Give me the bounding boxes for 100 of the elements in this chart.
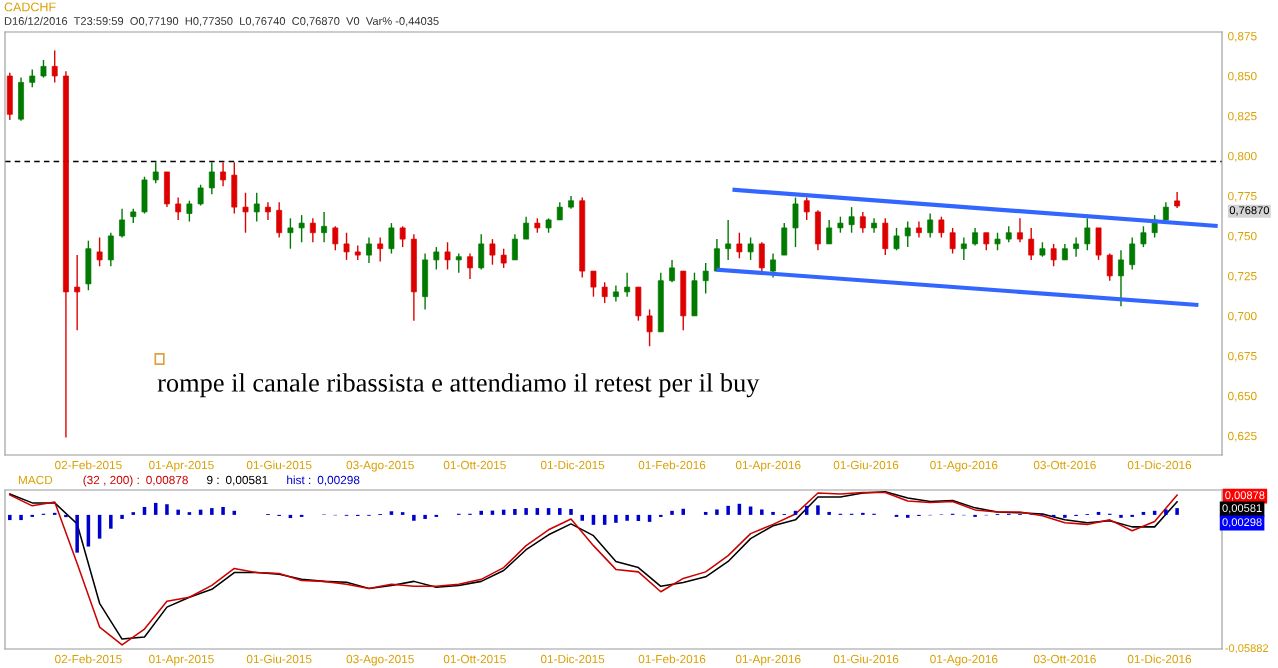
y-tick-label: -0,05882 <box>1225 644 1269 654</box>
candlestick <box>669 259 675 283</box>
candlestick <box>489 238 496 266</box>
candlestick <box>242 192 249 234</box>
text: 9 : <box>207 475 219 485</box>
text: hist : <box>287 475 311 485</box>
x-tick-label: 03-Ago-2015 <box>346 654 414 666</box>
candlestick <box>74 254 81 331</box>
candlestick <box>309 217 316 243</box>
candlestick <box>388 222 395 255</box>
text: 0,00581 <box>225 475 268 486</box>
x-tick-label: 01-Giu-2015 <box>246 460 312 470</box>
candlestick <box>220 161 226 188</box>
x-tick-label: 01-Ago-2016 <box>930 654 998 666</box>
candlestick <box>1140 225 1147 248</box>
candlestick <box>265 201 271 221</box>
candlestick <box>366 236 372 264</box>
candlestick <box>859 211 866 234</box>
candlestick <box>523 216 530 240</box>
candlestick <box>938 216 945 239</box>
y-tick-label: 0,825 <box>1228 111 1257 122</box>
x-tick-label: 02-Feb-2015 <box>55 654 122 664</box>
candlestick <box>624 271 631 298</box>
candlestick <box>770 252 776 279</box>
candlestick <box>186 200 193 223</box>
candlestick <box>1118 249 1124 307</box>
candlestick <box>298 214 305 243</box>
candlestick <box>433 246 440 271</box>
candlestick <box>107 232 114 267</box>
candlestick <box>714 238 720 272</box>
candlestick <box>893 227 900 251</box>
x-tick-label: 01-Feb-2016 <box>638 654 706 664</box>
x-tick-label: 02-Feb-2015 <box>55 460 122 470</box>
y-tick-label: 0,700 <box>1228 311 1257 322</box>
candlestick <box>646 308 653 347</box>
y-tick-label: 0,00878 <box>1225 491 1265 501</box>
text: 0,00298 <box>1222 518 1262 528</box>
y-tick-label: 0,775 <box>1228 191 1257 202</box>
candlestick <box>152 161 159 184</box>
x-tick-label: 01-Dic-2015 <box>540 654 605 664</box>
candlestick <box>826 219 833 245</box>
candlestick <box>792 196 799 248</box>
candlestick <box>1017 217 1023 243</box>
x-tick-label: 01-Giu-2015 <box>246 654 312 664</box>
chart-title: MACD <box>18 475 53 485</box>
text: 0,00298 <box>317 475 360 486</box>
candlestick <box>197 184 204 207</box>
candlestick <box>467 252 473 280</box>
candlestick <box>455 252 462 274</box>
candlestick <box>175 196 182 221</box>
x-tick-label: 01-Apr-2016 <box>735 460 801 472</box>
candlestick <box>208 161 215 196</box>
candlestick <box>399 225 406 248</box>
y-tick-label: 0,725 <box>1228 271 1257 282</box>
candlestick <box>1129 236 1136 271</box>
y-tick-label: 0,800 <box>1228 151 1257 162</box>
candlestick <box>253 192 260 223</box>
candlestick <box>321 211 327 243</box>
candlestick <box>1073 236 1079 258</box>
candlestick <box>702 262 709 295</box>
candlestick <box>1028 227 1035 261</box>
x-tick-label: 01-Dic-2015 <box>540 460 605 470</box>
candlestick <box>590 270 597 298</box>
annotation: rompe il canale ribassista e attendiamo il retest per il buy <box>157 373 760 398</box>
x-tick-label: 03-Ott-2016 <box>1033 460 1096 470</box>
x-tick-label: 01-Apr-2015 <box>149 654 214 666</box>
x-tick-label: 01-Giu-2016 <box>833 460 899 470</box>
chart-subtitle: D16/12/2016 T23:59:59 O0,77190 H0,77350 L0,76740 C0,76870 V0 Var% -0,44035 <box>4 16 439 27</box>
x-tick-label: 03-Ago-2015 <box>346 460 414 472</box>
x-tick-label: 01-Dic-2016 <box>1127 460 1192 470</box>
chart-title: CADCHF <box>4 2 56 12</box>
candlestick <box>444 241 451 271</box>
y-tick-label: 0,625 <box>1228 431 1257 442</box>
candlestick <box>500 248 507 269</box>
x-tick-label: 01-Ott-2015 <box>443 460 506 470</box>
x-tick-label: 01-Giu-2016 <box>833 654 899 664</box>
candlestick <box>747 236 754 261</box>
candlestick <box>803 196 810 221</box>
candlestick <box>276 201 283 239</box>
candlestick <box>1084 217 1091 251</box>
candlestick <box>287 217 294 250</box>
text: 0,00581 <box>1222 504 1262 514</box>
candlestick <box>96 236 103 267</box>
candlestick <box>1106 252 1113 282</box>
x-tick-label: 01-Apr-2016 <box>735 654 801 666</box>
candlestick <box>848 206 855 234</box>
candlestick <box>51 49 58 84</box>
candlestick <box>332 225 339 251</box>
x-tick-label: 01-Ott-2015 <box>443 654 506 664</box>
candlestick <box>1050 243 1057 267</box>
y-tick-label: 0,750 <box>1228 231 1257 242</box>
text: (32 , 200) : <box>83 475 139 487</box>
y-tick-label: 0,650 <box>1228 391 1257 402</box>
candlestick <box>725 219 732 261</box>
candlestick <box>601 281 608 304</box>
y-tick-label: 0,875 <box>1228 32 1257 42</box>
text: 0,76870 <box>1229 206 1270 216</box>
candlestick <box>960 236 967 261</box>
candlestick <box>478 233 485 271</box>
text: 0,00878 <box>146 475 188 486</box>
